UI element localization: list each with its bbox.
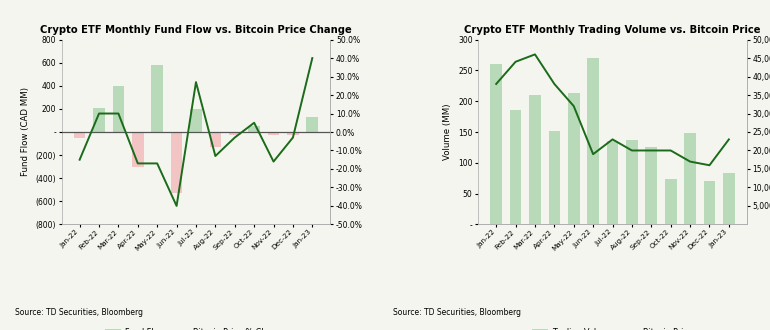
Bar xyxy=(171,132,182,193)
Bar xyxy=(626,140,638,224)
Bar xyxy=(209,132,221,147)
Bar xyxy=(132,132,144,167)
Legend: Fund Flow, Bitcoin Price % Change: Fund Flow, Bitcoin Price % Change xyxy=(102,324,290,330)
Bar xyxy=(685,133,696,224)
Bar xyxy=(268,132,280,135)
Bar xyxy=(287,132,299,135)
Y-axis label: Volume (MM): Volume (MM) xyxy=(444,104,453,160)
Bar xyxy=(645,148,657,224)
Bar xyxy=(190,109,202,132)
Bar xyxy=(112,86,124,132)
Bar xyxy=(249,126,260,132)
Bar xyxy=(229,132,240,135)
Text: Source: TD Securities, Bloomberg: Source: TD Securities, Bloomberg xyxy=(393,308,521,317)
Bar xyxy=(665,180,677,224)
Bar xyxy=(93,108,105,132)
Title: Crypto ETF Monthly Fund Flow vs. Bitcoin Price Change: Crypto ETF Monthly Fund Flow vs. Bitcoin… xyxy=(40,25,352,35)
Bar xyxy=(568,93,580,224)
Bar xyxy=(588,58,599,224)
Y-axis label: Fund Flow (CAD MM): Fund Flow (CAD MM) xyxy=(21,87,30,177)
Legend: Trading Volume, Bitcoin Price: Trading Volume, Bitcoin Price xyxy=(529,324,696,330)
Bar xyxy=(152,65,163,132)
Bar xyxy=(723,173,735,224)
Bar xyxy=(548,131,560,224)
Bar xyxy=(490,64,502,224)
Bar xyxy=(607,141,618,224)
Bar xyxy=(74,132,85,138)
Bar xyxy=(529,95,541,224)
Title: Crypto ETF Monthly Trading Volume vs. Bitcoin Price: Crypto ETF Monthly Trading Volume vs. Bi… xyxy=(464,25,761,35)
Bar xyxy=(704,181,715,224)
Bar xyxy=(510,111,521,224)
Text: Source: TD Securities, Bloomberg: Source: TD Securities, Bloomberg xyxy=(15,308,143,317)
Bar xyxy=(306,117,318,132)
